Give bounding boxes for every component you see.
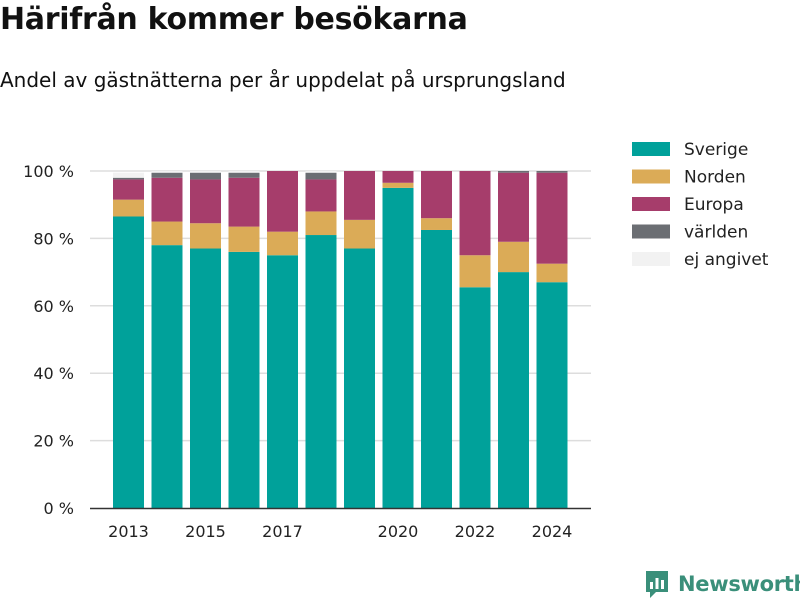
- bar-segment-ej-angivet-2016: [228, 171, 260, 173]
- legend-label: världen: [684, 223, 748, 243]
- legend-swatch: [632, 142, 670, 156]
- legend-swatch: [632, 224, 670, 239]
- bar-segment-norden-2023: [498, 241, 529, 273]
- bar-segment-europa-2023: [498, 172, 529, 242]
- bar-segment-norden-2018: [305, 211, 337, 236]
- legend-item-europa[interactable]: Europa: [632, 195, 744, 215]
- bar-segment-europa-2018: [305, 179, 337, 212]
- bar-segment-världen-2014: [151, 172, 183, 178]
- bar-segment-europa-2024: [536, 172, 568, 264]
- legend-label: Norden: [684, 168, 746, 188]
- bar-stack-2022: [459, 171, 491, 508]
- bar-segment-sverige-2024: [536, 282, 568, 508]
- bar-segment-världen-2024: [536, 171, 568, 173]
- bar-segment-sverige-2018: [305, 235, 337, 508]
- bar-segment-sverige-2020: [382, 187, 414, 508]
- y-tick-label: 80 %: [33, 229, 74, 248]
- bar-segment-europa-2021: [421, 171, 452, 219]
- bar-segment-sverige-2023: [498, 272, 529, 508]
- bar-stack-2020: [382, 171, 414, 508]
- bar-stack-2013: [113, 172, 144, 508]
- bar-segment-europa-2015: [190, 179, 221, 224]
- bar-segment-ej-angivet-2018: [305, 171, 337, 173]
- legend: Sverige Norden Europa världen ej angivet: [632, 140, 769, 270]
- bar-segment-sverige-2014: [151, 245, 183, 508]
- bar-stack-2018: [305, 171, 337, 508]
- brand-name: Newsworthy: [678, 572, 800, 596]
- bar-segment-sverige-2021: [421, 229, 452, 508]
- bar-segment-norden-2020: [382, 182, 414, 188]
- legend-item-ej-angivet[interactable]: ej angivet: [632, 250, 769, 270]
- newsworthy-logo-icon: [646, 571, 668, 598]
- y-tick-label: 60 %: [33, 297, 74, 316]
- x-tick-label: 2015: [185, 522, 226, 541]
- bar-segment-ej-angivet-2015: [190, 171, 221, 173]
- bar-segment-norden-2015: [190, 223, 221, 249]
- chart-subtitle: Andel av gästnätterna per år uppdelat på…: [0, 68, 566, 92]
- bar-segment-ej-angivet-2013: [113, 172, 144, 178]
- bar-segment-sverige-2017: [267, 255, 298, 508]
- x-tick-label: 2013: [108, 522, 149, 541]
- bar-segment-sverige-2013: [113, 216, 144, 508]
- bar-segment-europa-2017: [267, 171, 298, 232]
- bar-segment-norden-2013: [113, 199, 144, 217]
- bar-segment-norden-2019: [344, 219, 375, 249]
- y-tick-label: 0 %: [44, 499, 74, 518]
- bar-stack-2015: [190, 171, 221, 508]
- bar-segment-norden-2022: [459, 255, 491, 288]
- legend-item-norden[interactable]: Norden: [632, 168, 746, 188]
- legend-item-världen[interactable]: världen: [632, 223, 748, 243]
- legend-swatch: [632, 252, 670, 266]
- bar-segment-norden-2017: [267, 231, 298, 256]
- y-tick-label: 40 %: [33, 364, 74, 383]
- bar-segment-världen-2016: [228, 172, 260, 178]
- bar-segment-europa-2019: [344, 171, 375, 220]
- bar-segment-norden-2021: [421, 218, 452, 230]
- legend-label: ej angivet: [684, 250, 769, 270]
- x-tick-label: 2022: [455, 522, 496, 541]
- bar-stack-2023: [498, 171, 529, 508]
- bar-segment-europa-2022: [459, 171, 491, 256]
- bar-segment-norden-2016: [228, 226, 260, 252]
- legend-label: Sverige: [684, 140, 748, 160]
- bar-segment-världen-2018: [305, 172, 337, 180]
- bar-segment-norden-2024: [536, 263, 568, 283]
- legend-item-sverige[interactable]: Sverige: [632, 140, 748, 160]
- chart-title: Härifrån kommer besökarna: [0, 2, 468, 37]
- bar-segment-europa-2014: [151, 177, 183, 222]
- bar-segment-världen-2015: [190, 172, 221, 180]
- y-tick-label: 20 %: [33, 432, 74, 451]
- legend-swatch: [632, 169, 670, 184]
- bar-segment-europa-2016: [228, 177, 260, 227]
- bar-stacks: [113, 171, 568, 508]
- bar-stack-2014: [151, 171, 183, 508]
- axes: 0 % 20 % 40 % 60 % 80 % 100 % 2013 2015 2017 2020…: [23, 162, 591, 541]
- legend-swatch: [632, 197, 670, 211]
- bar-segment-världen-2013: [113, 177, 144, 180]
- bar-segment-sverige-2019: [344, 248, 375, 508]
- legend-label: Europa: [684, 195, 744, 215]
- x-tick-label: 2017: [262, 522, 303, 541]
- bar-segment-europa-2013: [113, 179, 144, 200]
- bar-segment-europa-2020: [382, 171, 414, 183]
- bar-segment-sverige-2015: [190, 248, 221, 508]
- bar-stack-2021: [421, 171, 452, 508]
- bar-stack-2019: [344, 171, 375, 508]
- x-tick-label: 2020: [378, 522, 419, 541]
- x-tick-label: 2024: [532, 522, 573, 541]
- bar-segment-ej-angivet-2014: [151, 171, 183, 173]
- newsworthy-logo[interactable]: Newsworthy: [644, 568, 800, 600]
- bar-segment-sverige-2022: [459, 287, 491, 508]
- bar-stack-2017: [267, 171, 298, 508]
- bar-stack-2016: [228, 171, 260, 508]
- bar-segment-sverige-2016: [228, 251, 260, 508]
- y-tick-label: 100 %: [23, 162, 74, 181]
- bar-stack-2024: [536, 171, 568, 508]
- bar-segment-norden-2014: [151, 221, 183, 246]
- bar-segment-världen-2023: [498, 171, 529, 173]
